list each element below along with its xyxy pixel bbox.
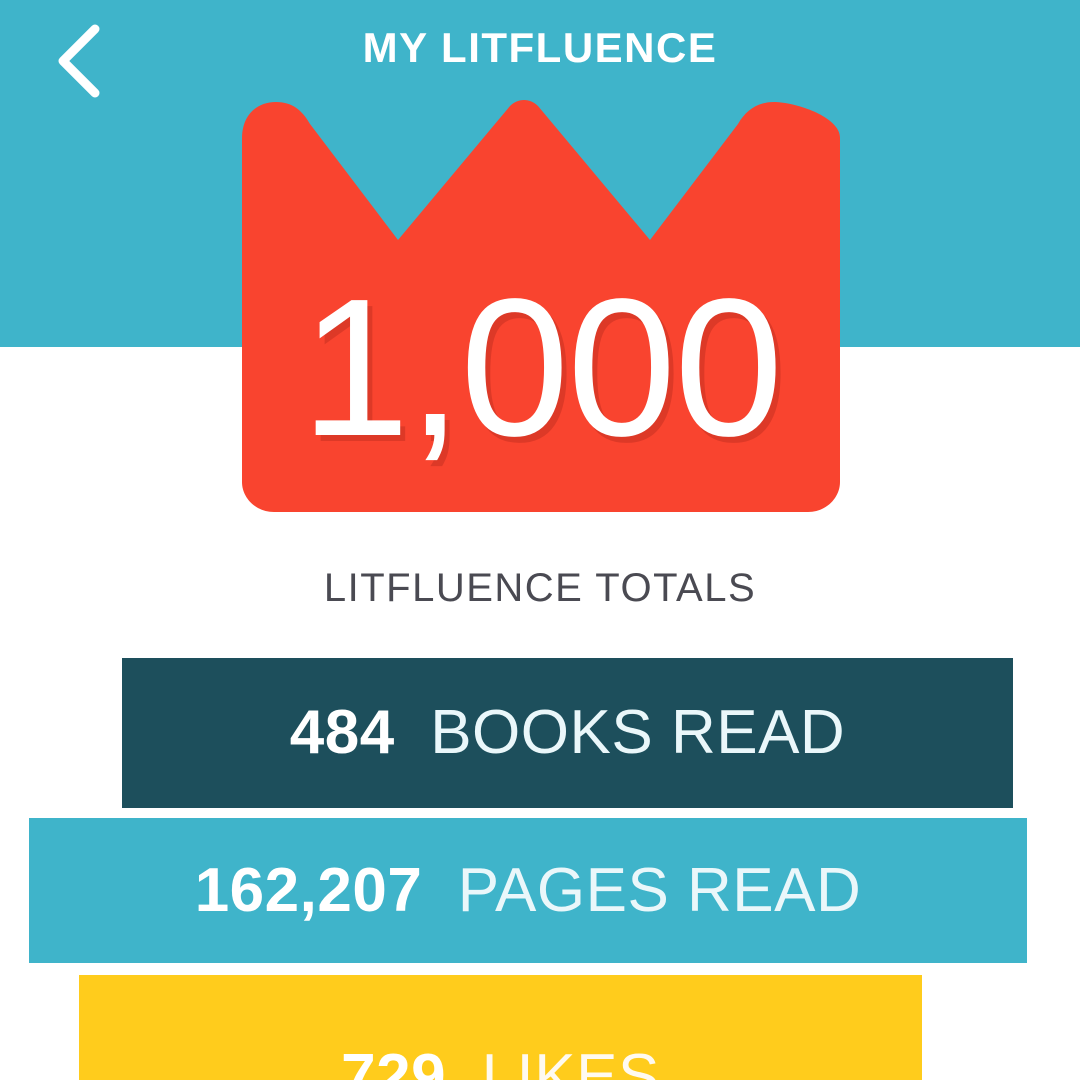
stat-row-pages-read[interactable]: 162,207 PAGES READ — [29, 818, 1027, 963]
back-button[interactable] — [40, 22, 118, 100]
page-title: MY LITFLUENCE — [362, 24, 718, 71]
stat-text-pages-read: 162,207 PAGES READ — [195, 856, 862, 926]
chevron-left-icon — [51, 21, 107, 101]
litfluence-score: 1,000 — [300, 258, 783, 477]
stat-value-books-read: 484 — [289, 698, 413, 767]
stat-row-likes[interactable]: 729 LIKES — [79, 975, 922, 1080]
crown-icon — [242, 100, 840, 512]
stat-label-likes: LIKES — [481, 1042, 660, 1080]
stat-label-pages-read: PAGES READ — [457, 855, 862, 925]
totals-caption: LITFLUENCE TOTALS — [323, 566, 757, 610]
stat-text-books-read: 484 BOOKS READ — [290, 698, 845, 768]
stat-row-books-read[interactable]: 484 BOOKS READ — [122, 658, 1013, 808]
stat-text-likes: 729 LIKES — [341, 1042, 660, 1080]
stat-label-books-read: BOOKS READ — [430, 698, 846, 767]
stat-value-pages-read: 162,207 — [194, 855, 441, 925]
stat-value-likes: 729 — [341, 1042, 464, 1080]
